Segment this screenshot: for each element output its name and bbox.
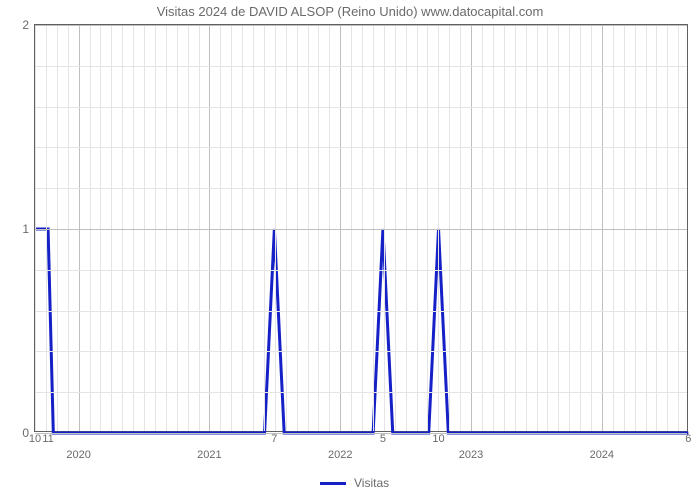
gridline-v-minor	[580, 25, 581, 431]
gridline-h-minor	[35, 351, 687, 352]
gridline-v-major	[471, 25, 472, 431]
gridline-v-minor	[482, 25, 483, 431]
x-data-label: 7	[271, 433, 277, 445]
plot-area: 01220202021202220232024101175106	[34, 24, 688, 432]
y-tick-label: 1	[22, 222, 29, 236]
gridline-v-minor	[406, 25, 407, 431]
gridline-h-minor	[35, 107, 687, 108]
gridline-h-major	[35, 25, 687, 26]
gridline-v-minor	[199, 25, 200, 431]
x-data-label: 5	[380, 433, 386, 445]
gridline-v-minor	[395, 25, 396, 431]
gridline-v-minor	[68, 25, 69, 431]
gridline-v-minor	[57, 25, 58, 431]
gridline-v-minor	[177, 25, 178, 431]
x-tick-year: 2020	[66, 449, 90, 461]
gridline-v-minor	[449, 25, 450, 431]
gridline-v-minor	[678, 25, 679, 431]
gridline-h-minor	[35, 147, 687, 148]
gridline-v-minor	[460, 25, 461, 431]
legend-swatch	[320, 482, 346, 485]
gridline-v-minor	[558, 25, 559, 431]
gridline-v-minor	[569, 25, 570, 431]
gridline-h-minor	[35, 270, 687, 271]
gridline-v-minor	[100, 25, 101, 431]
gridline-v-minor	[591, 25, 592, 431]
legend-label: Visitas	[354, 476, 389, 490]
gridline-v-minor	[362, 25, 363, 431]
gridline-v-minor	[624, 25, 625, 431]
gridline-v-minor	[417, 25, 418, 431]
gridline-v-minor	[122, 25, 123, 431]
gridline-v-minor	[427, 25, 428, 431]
gridline-v-minor	[231, 25, 232, 431]
gridline-v-minor	[144, 25, 145, 431]
gridline-v-minor	[515, 25, 516, 431]
gridline-v-minor	[166, 25, 167, 431]
gridline-v-minor	[537, 25, 538, 431]
x-data-label: 11	[42, 433, 53, 445]
gridline-v-minor	[526, 25, 527, 431]
x-data-label: 10	[29, 433, 41, 445]
gridline-v-minor	[264, 25, 265, 431]
chart-title: Visitas 2024 de DAVID ALSOP (Reino Unido…	[0, 4, 700, 19]
gridline-v-major	[340, 25, 341, 431]
gridline-v-minor	[504, 25, 505, 431]
gridline-v-minor	[253, 25, 254, 431]
gridline-v-minor	[155, 25, 156, 431]
gridline-h-major	[35, 433, 687, 434]
x-data-label: 10	[432, 433, 444, 445]
gridline-v-minor	[90, 25, 91, 431]
gridline-v-minor	[220, 25, 221, 431]
gridline-v-minor	[275, 25, 276, 431]
gridline-v-major	[79, 25, 80, 431]
gridline-v-minor	[329, 25, 330, 431]
gridline-v-minor	[35, 25, 36, 431]
gridline-v-minor	[318, 25, 319, 431]
x-tick-year: 2023	[459, 449, 483, 461]
x-data-label: 6	[685, 433, 691, 445]
gridline-h-minor	[35, 311, 687, 312]
x-tick-year: 2021	[197, 449, 221, 461]
gridline-h-minor	[35, 392, 687, 393]
gridline-v-minor	[188, 25, 189, 431]
gridline-v-minor	[635, 25, 636, 431]
gridline-v-minor	[646, 25, 647, 431]
gridline-v-major	[602, 25, 603, 431]
y-tick-label: 2	[22, 18, 29, 32]
gridline-h-major	[35, 229, 687, 230]
x-tick-year: 2022	[328, 449, 352, 461]
gridline-v-minor	[242, 25, 243, 431]
gridline-v-major	[209, 25, 210, 431]
x-tick-year: 2024	[590, 449, 614, 461]
chart-container: Visitas 2024 de DAVID ALSOP (Reino Unido…	[0, 0, 700, 500]
gridline-v-minor	[438, 25, 439, 431]
gridline-v-minor	[547, 25, 548, 431]
gridline-v-minor	[384, 25, 385, 431]
gridline-v-minor	[297, 25, 298, 431]
gridline-h-minor	[35, 66, 687, 67]
gridline-h-minor	[35, 188, 687, 189]
gridline-v-minor	[308, 25, 309, 431]
gridline-v-minor	[46, 25, 47, 431]
gridline-v-minor	[133, 25, 134, 431]
gridline-v-minor	[613, 25, 614, 431]
gridline-v-minor	[656, 25, 657, 431]
legend: Visitas	[320, 476, 389, 490]
gridline-v-minor	[493, 25, 494, 431]
gridline-v-minor	[667, 25, 668, 431]
gridline-v-minor	[111, 25, 112, 431]
gridline-v-minor	[351, 25, 352, 431]
gridline-v-minor	[373, 25, 374, 431]
gridline-v-minor	[286, 25, 287, 431]
